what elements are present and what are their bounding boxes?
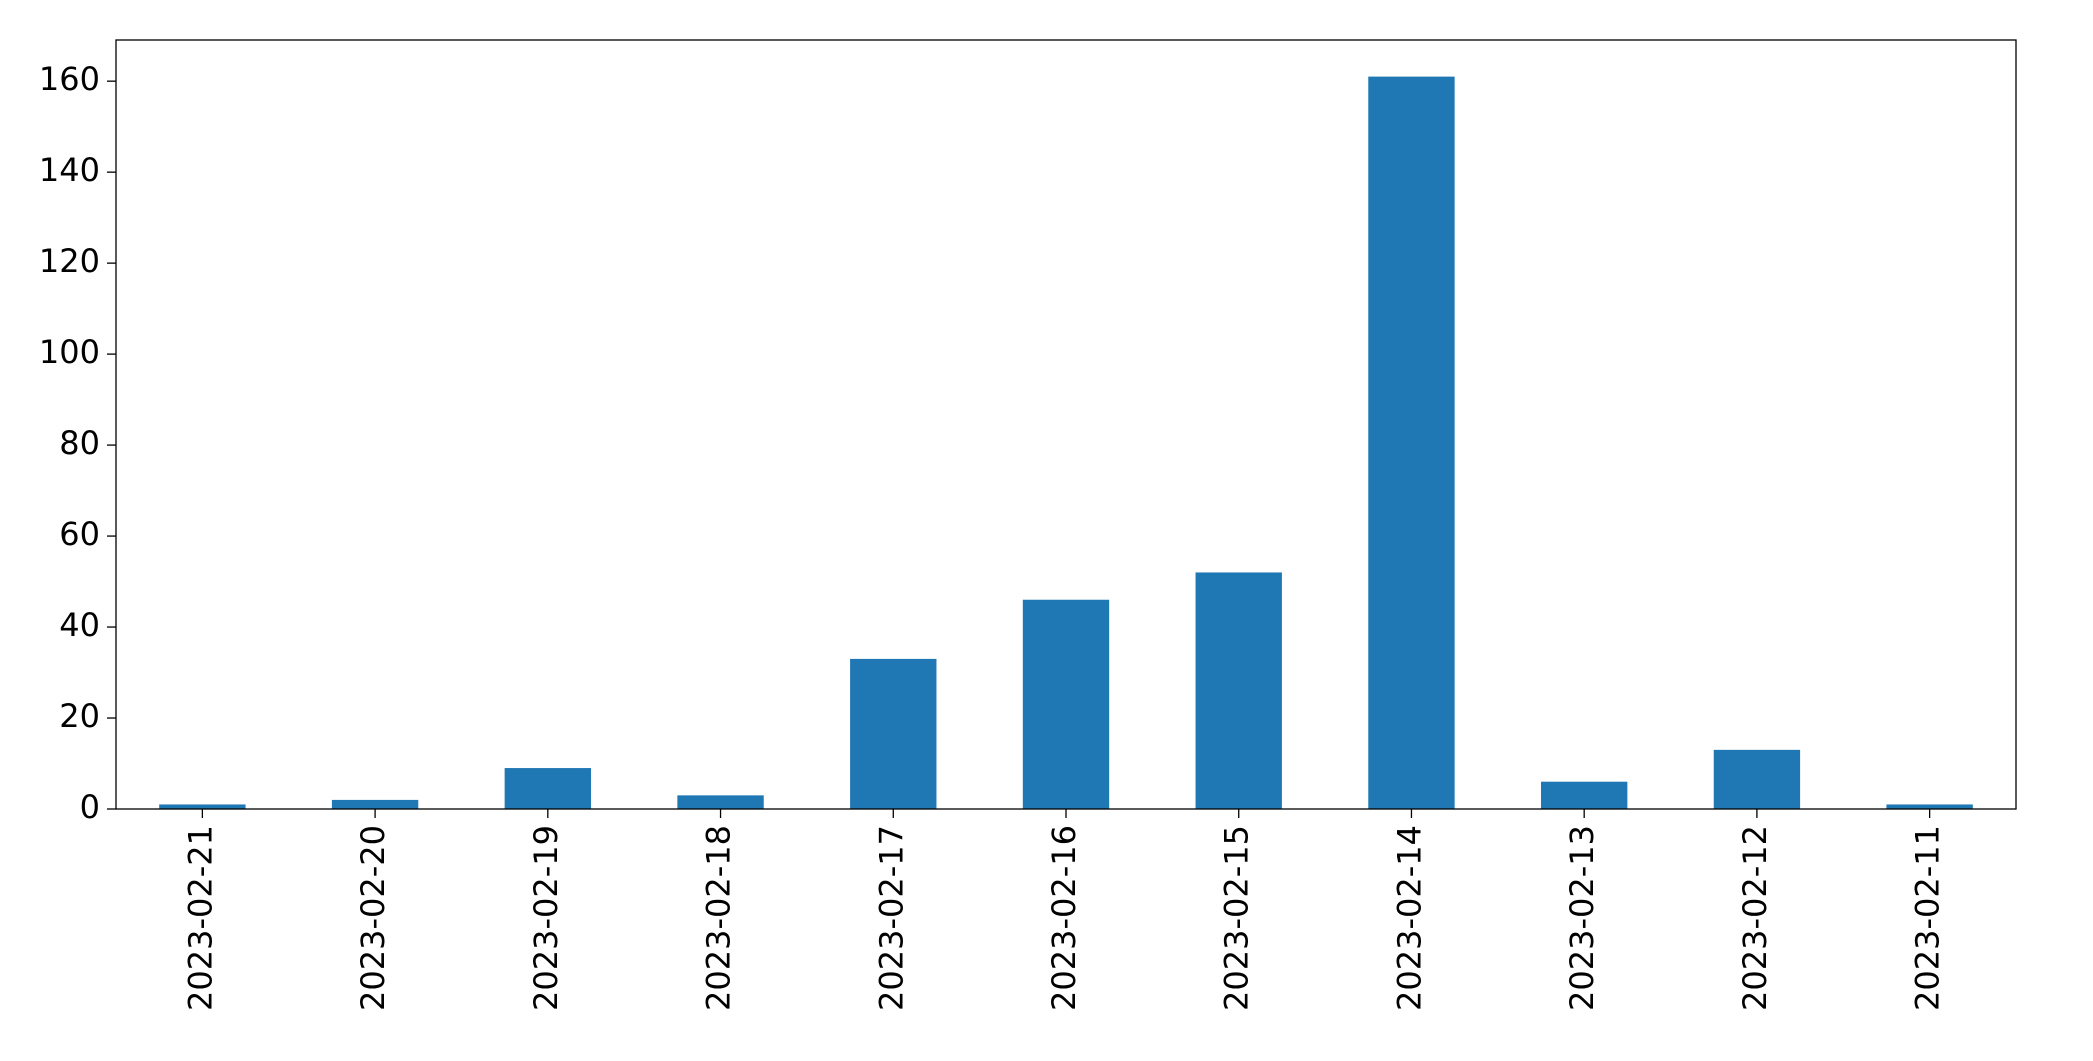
y-tick-label: 120 bbox=[39, 242, 100, 280]
x-tick-label: 2023-02-15 bbox=[1218, 825, 1256, 1011]
bar bbox=[677, 795, 764, 809]
bar bbox=[1022, 599, 1110, 809]
bar bbox=[331, 799, 419, 809]
x-tick-label: 2023-02-13 bbox=[1563, 825, 1601, 1011]
bar bbox=[1886, 804, 1973, 809]
bar bbox=[1713, 749, 1801, 809]
y-tick-label: 140 bbox=[39, 151, 100, 189]
y-tick-label: 0 bbox=[80, 788, 100, 826]
y-tick-label: 40 bbox=[59, 606, 100, 644]
x-tick-label: 2023-02-11 bbox=[1909, 825, 1947, 1011]
x-tick-label: 2023-02-14 bbox=[1390, 825, 1428, 1011]
y-tick-label: 20 bbox=[59, 697, 100, 735]
plot-frame bbox=[115, 39, 2017, 810]
y-tick-label: 100 bbox=[39, 333, 100, 371]
x-tick-label: 2023-02-21 bbox=[181, 825, 219, 1011]
x-tick-label: 2023-02-20 bbox=[354, 825, 392, 1011]
bar bbox=[1195, 572, 1282, 809]
bar bbox=[504, 768, 591, 809]
y-tick-label: 160 bbox=[39, 60, 100, 98]
bar bbox=[1368, 76, 1455, 810]
x-tick-label: 2023-02-16 bbox=[1045, 825, 1083, 1011]
bar bbox=[850, 658, 937, 809]
y-tick-label: 60 bbox=[59, 515, 100, 553]
bar bbox=[159, 804, 246, 809]
x-tick-label: 2023-02-17 bbox=[872, 825, 910, 1011]
x-tick-label: 2023-02-18 bbox=[700, 825, 738, 1011]
y-tick-label: 80 bbox=[59, 424, 100, 462]
x-tick-label: 2023-02-19 bbox=[527, 825, 565, 1011]
x-tick-label: 2023-02-12 bbox=[1736, 825, 1774, 1011]
bar bbox=[1541, 781, 1628, 809]
